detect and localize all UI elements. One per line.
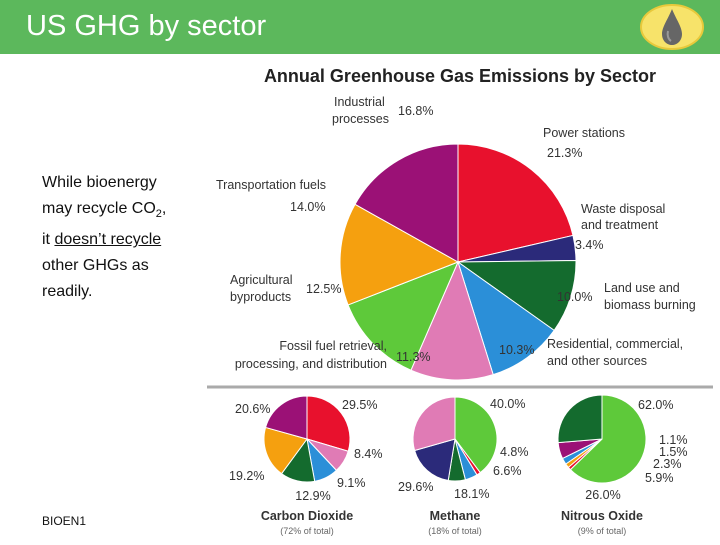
percent-label: 8.4% [354, 447, 383, 461]
methane-pie-slice [412, 396, 456, 452]
percent-label: 16.8% [398, 104, 433, 118]
sector-label: Land use and [604, 281, 680, 295]
percent-label: 12.5% [306, 282, 341, 296]
nitrous-oxide-pie-slice [557, 394, 603, 444]
subchart-title: Carbon Dioxide [261, 509, 353, 523]
percent-label: 29.6% [398, 480, 433, 494]
sector-label: Residential, commercial, [547, 337, 683, 351]
percent-label: 5.9% [645, 471, 674, 485]
co2-pie [263, 395, 351, 483]
sector-label: Waste disposal [581, 202, 665, 216]
body-line-3-underlined: doesn’t recycle [54, 231, 162, 249]
main-pie-slice [354, 143, 459, 263]
main-pie-slice [457, 260, 555, 376]
body-line-1: While bioenergy [42, 174, 157, 191]
sector-label: and treatment [581, 218, 659, 232]
percent-label: 29.5% [342, 398, 377, 412]
sector-label: Agricultural [230, 273, 293, 287]
percent-label: 11.3% [396, 350, 431, 364]
percent-label: 26.0% [585, 488, 620, 502]
body-line-2-subscript: 2 [155, 208, 162, 221]
sector-label: processing, and distribution [235, 357, 387, 371]
body-line-5: readily. [42, 283, 93, 301]
body-line-3: it doesn’t recycle [42, 227, 192, 253]
percent-label: 12.9% [295, 489, 330, 503]
percent-label: 2.3% [653, 457, 682, 471]
percent-label: 1.5% [659, 445, 688, 459]
percent-label: 62.0% [638, 398, 673, 412]
body-line-4: other GHGs as [42, 257, 149, 275]
methane-pie [412, 396, 498, 482]
sector-label: and other sources [547, 354, 647, 368]
subchart-subtitle: (9% of total) [578, 526, 627, 536]
main-chart-title: Annual Greenhouse Gas Emissions by Secto… [264, 66, 656, 86]
percent-label: 10.0% [557, 290, 592, 304]
emissions-figure: Annual Greenhouse Gas Emissions by Secto… [205, 58, 715, 540]
slide-title: US GHG by sector [26, 10, 267, 42]
main-pie-slice [457, 143, 574, 263]
percent-label: 21.3% [547, 146, 582, 160]
co2-pie-slice [306, 395, 351, 452]
main-pie-slice [339, 203, 460, 306]
subchart-title: Nitrous Oxide [561, 509, 643, 523]
percent-label: 1.1% [659, 433, 688, 447]
body-line-2-prefix: may recycle CO [42, 200, 156, 217]
co2-pie-slice [264, 395, 308, 440]
body-line-3-prefix: it [42, 231, 55, 249]
main-pie-slice [410, 260, 494, 381]
percent-label: 9.1% [337, 476, 366, 490]
emissions-chart: Annual Greenhouse Gas Emissions by Secto… [207, 66, 713, 536]
percent-label: 3.4% [575, 238, 604, 252]
subchart-subtitle: (72% of total) [280, 526, 334, 536]
subchart-title: Methane [430, 509, 481, 523]
percent-label: 18.1% [454, 487, 489, 501]
chart-labels: Power stations 21.3% Waste disposal and tre… [216, 95, 696, 536]
co2-pie-slice [263, 426, 308, 475]
methane-pie-slice [454, 396, 498, 474]
sector-label: Industrial [334, 95, 385, 109]
water-drop-icon [640, 4, 704, 50]
percent-label: 20.6% [235, 402, 270, 416]
percent-label: 6.6% [493, 464, 522, 478]
percent-label: 14.0% [290, 200, 325, 214]
subchart-subtitle: (18% of total) [428, 526, 482, 536]
methane-pie-slice [413, 438, 456, 482]
footer-tag: BIOEN1 [42, 514, 87, 528]
sector-label: Transportation fuels [216, 178, 326, 192]
sector-label: Fossil fuel retrieval, [279, 339, 387, 353]
sector-label: processes [332, 112, 389, 126]
main-pie [339, 143, 577, 381]
main-pie-slice [347, 261, 459, 371]
percent-label: 19.2% [229, 469, 264, 483]
body-line-2: may recycle CO2, [42, 196, 192, 227]
sector-label: byproducts [230, 290, 291, 304]
nitrous-oxide-pie-slice [569, 394, 647, 484]
nitrous-oxide-pie [557, 394, 647, 484]
body-text: While bioenergy may recycle CO2, it does… [42, 170, 192, 305]
sector-label: Power stations [543, 126, 625, 140]
percent-label: 40.0% [490, 397, 525, 411]
slide-header: US GHG by sector [0, 0, 720, 54]
body-line-2-suffix: , [161, 200, 167, 217]
percent-label: 4.8% [500, 445, 529, 459]
sector-label: biomass burning [604, 298, 696, 312]
main-pie-slice [456, 260, 577, 332]
percent-label: 10.3% [499, 343, 534, 357]
